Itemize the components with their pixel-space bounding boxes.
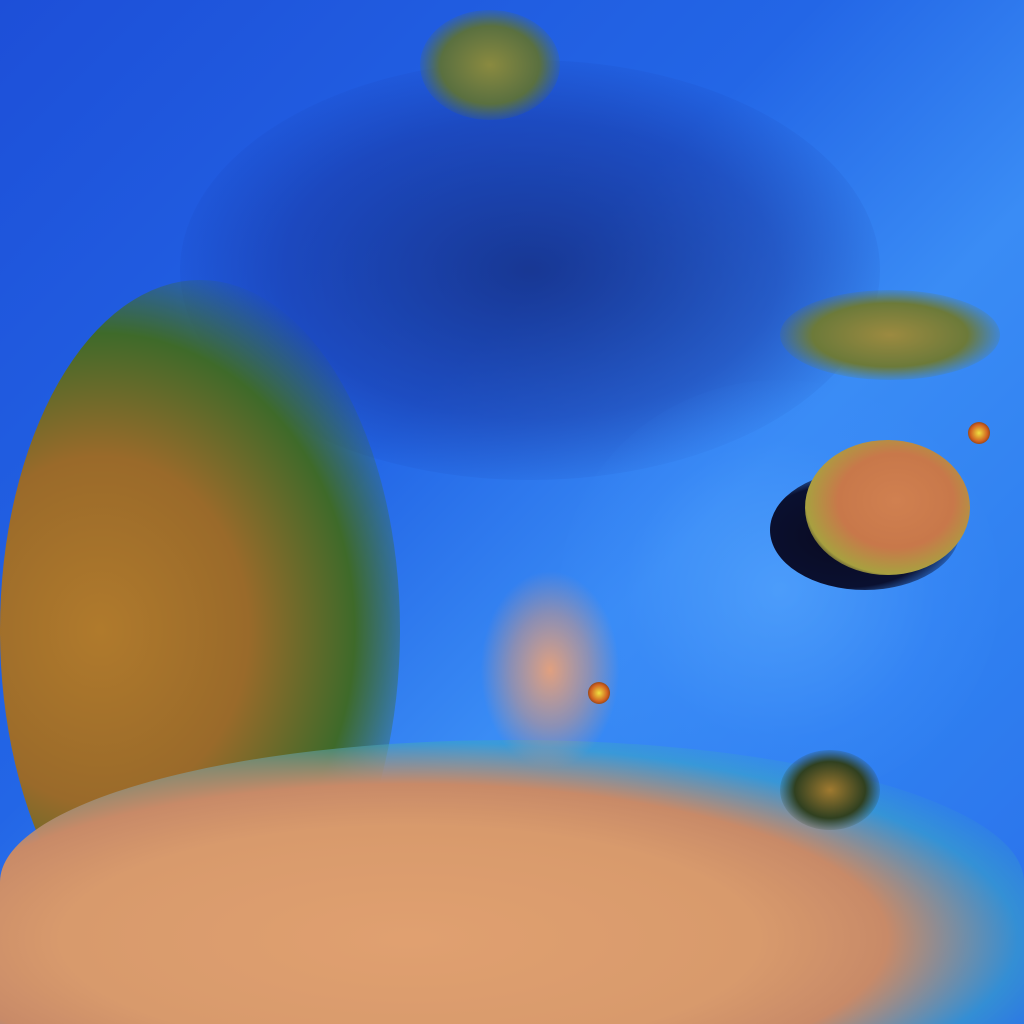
- light-water-region: [560, 380, 1000, 800]
- hot-spot: [968, 422, 990, 444]
- southeast-island: [780, 750, 880, 830]
- hot-spot: [588, 682, 610, 704]
- northeast-island: [780, 290, 1000, 380]
- northern-island: [420, 10, 560, 120]
- eastern-island: [805, 440, 970, 575]
- central-islands: [480, 570, 620, 770]
